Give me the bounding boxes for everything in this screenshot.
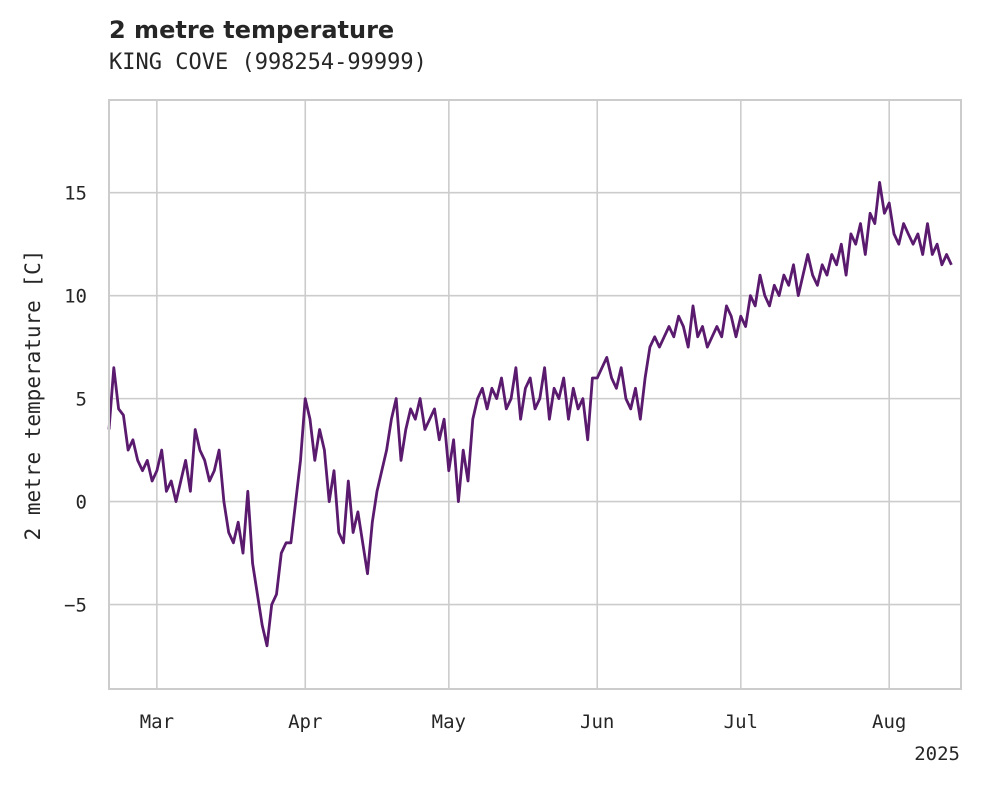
x-tick-label: May bbox=[432, 711, 466, 733]
x-axis-year-label: 2025 bbox=[914, 743, 960, 765]
plot-frame bbox=[108, 99, 962, 690]
y-tick-label: −5 bbox=[64, 595, 87, 617]
chart-subtitle: KING COVE (998254-99999) bbox=[109, 50, 427, 75]
y-tick-label: 10 bbox=[64, 286, 87, 308]
x-tick-label: Mar bbox=[140, 711, 174, 733]
x-axis: Mar Apr May Jun Jul Aug bbox=[140, 711, 907, 733]
series-layer bbox=[107, 181, 953, 648]
grid-lines bbox=[109, 100, 961, 689]
y-tick-label: 15 bbox=[64, 183, 87, 205]
y-axis: −5 0 5 10 15 bbox=[64, 183, 87, 617]
x-tick-label: Jul bbox=[724, 711, 758, 733]
x-tick-label: Jun bbox=[580, 711, 614, 733]
x-tick-label: Apr bbox=[288, 711, 322, 733]
x-tick-label: Aug bbox=[872, 711, 906, 733]
series-line bbox=[107, 181, 953, 648]
y-tick-label: 5 bbox=[76, 389, 87, 411]
y-axis-label: 2 metre temperature [C] bbox=[21, 250, 45, 541]
chart-title: 2 metre temperature bbox=[109, 16, 395, 44]
y-tick-label: 0 bbox=[76, 492, 87, 514]
